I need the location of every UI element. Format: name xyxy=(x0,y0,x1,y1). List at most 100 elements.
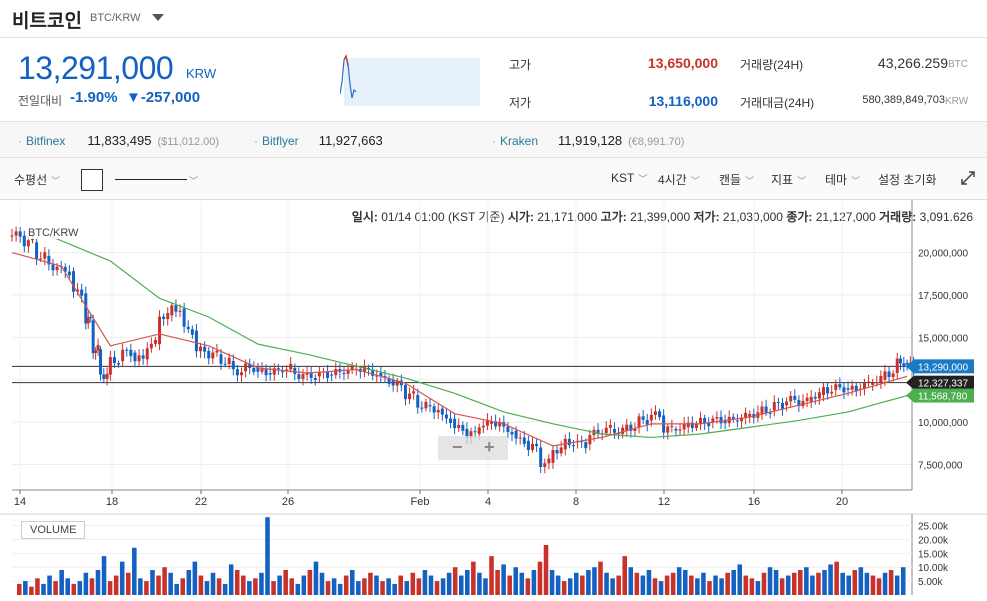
candle-body xyxy=(18,231,22,237)
indicator-label: 지표 xyxy=(771,173,794,187)
candle-body xyxy=(789,395,793,402)
candle-body xyxy=(834,384,838,390)
candle-body xyxy=(760,406,764,414)
ohlc-info: 일시: 01/14 01:00 (KST 기준) 시가: 21,171,000 … xyxy=(352,208,973,225)
zoom-control: − + xyxy=(438,436,508,460)
candle-body xyxy=(22,235,26,247)
candle-body xyxy=(194,330,198,352)
volume-bar xyxy=(555,575,561,595)
volume-bar xyxy=(186,570,192,595)
candle-body xyxy=(268,372,272,375)
volume-bar xyxy=(368,572,373,595)
candle-body xyxy=(326,371,330,379)
candle-body xyxy=(207,350,211,359)
candle-body xyxy=(424,401,428,409)
volume-bar xyxy=(198,575,204,595)
zoom-out-icon[interactable]: − xyxy=(452,437,463,457)
volume-bar xyxy=(779,578,785,595)
hline-price-label-arrow xyxy=(906,375,914,390)
x-tick-label: 14 xyxy=(14,496,26,508)
close-label: 종가: xyxy=(786,210,813,224)
volume-bar xyxy=(247,581,252,595)
exchange-bitfinex[interactable]: · Bitfinex 11,833,495 ($11,012.00) xyxy=(18,133,219,148)
volume-bar xyxy=(452,567,458,595)
high-value: 13,650,000 xyxy=(647,55,718,71)
candle-body xyxy=(555,449,559,454)
indicator-dropdown[interactable]: 지표 ﹀ xyxy=(771,171,806,188)
interval-dropdown[interactable]: 4시간 ﹀ xyxy=(658,171,700,188)
volume-bar xyxy=(561,581,567,595)
x-tick-label: 22 xyxy=(195,496,207,508)
candle-body xyxy=(231,361,235,370)
chart-type-dropdown[interactable]: 캔들 ﹀ xyxy=(719,171,754,188)
candle-body xyxy=(731,416,735,419)
line-style-preview[interactable] xyxy=(115,179,187,180)
reset-settings-button[interactable]: 설정 초기화 xyxy=(878,171,937,188)
candle-body xyxy=(10,235,14,237)
coin-select-chevron-down-icon[interactable] xyxy=(152,14,164,21)
expand-fullscreen-icon[interactable] xyxy=(960,170,976,186)
volume-bar xyxy=(634,572,640,595)
candle-body xyxy=(514,430,518,439)
candle-body xyxy=(776,401,780,403)
exchange-kraken[interactable]: · Kraken 11,919,128 (€8,991.70) xyxy=(492,133,684,148)
color-picker-square[interactable] xyxy=(81,169,103,191)
candle-body xyxy=(813,396,817,399)
candle-body xyxy=(461,424,465,431)
candle-body xyxy=(440,408,444,415)
zoom-in-icon[interactable]: + xyxy=(484,437,495,457)
volume-bar xyxy=(53,581,58,595)
volume-bar xyxy=(59,570,64,595)
candle-body xyxy=(178,310,182,312)
candle-body xyxy=(653,411,657,415)
high-label: 고가: xyxy=(600,210,627,224)
candle-body xyxy=(678,429,682,431)
candle-body xyxy=(43,252,47,259)
volume-bar xyxy=(834,561,839,595)
mini-sparkline-chart xyxy=(340,54,480,106)
price-chart[interactable]: 7,500,00010,000,00012,500,00015,000,0001… xyxy=(0,200,987,601)
reset-settings-label: 설정 초기화 xyxy=(878,173,937,187)
coin-pair: BTC/KRW xyxy=(90,12,141,24)
candle-body xyxy=(518,437,522,439)
candle-body xyxy=(883,371,887,380)
volume-24h-value: 43,266.259 xyxy=(877,55,948,71)
candle-body xyxy=(289,363,293,370)
x-tick-label: 12 xyxy=(658,496,670,508)
chevron-down-icon: ﹀ xyxy=(851,176,861,186)
volume-bar xyxy=(658,581,664,595)
volume-bar xyxy=(150,570,155,595)
ma-long-price-label: 11,568,780 xyxy=(918,392,968,403)
volume-bar xyxy=(241,575,246,595)
volume-bar xyxy=(107,581,113,595)
candle-body xyxy=(346,369,350,374)
chevron-down-icon[interactable]: ﹀ xyxy=(189,176,199,186)
change-amount: ▼-257,000 xyxy=(126,89,201,106)
candle-body xyxy=(199,346,203,352)
candle-body xyxy=(633,428,637,431)
timezone-dropdown[interactable]: KST ﹀ xyxy=(611,171,647,185)
candle-body xyxy=(526,440,530,451)
volume-bar xyxy=(870,575,876,595)
exchange-bitflyer[interactable]: · Bitflyer 11,927,663 xyxy=(254,133,383,148)
candle-body xyxy=(334,369,338,376)
candle-body xyxy=(875,382,879,384)
candle-body xyxy=(768,412,772,414)
candle-body xyxy=(830,391,834,394)
volume-bar xyxy=(549,570,555,595)
volume-bar xyxy=(380,581,385,595)
volume-bar xyxy=(89,578,95,595)
volume-bar xyxy=(192,561,198,595)
volume-bar xyxy=(804,567,809,595)
theme-dropdown[interactable]: 테마 ﹀ xyxy=(825,171,860,188)
volume-bar xyxy=(664,575,670,595)
exchange-sub-price: ($11,012.00) xyxy=(157,136,220,148)
volume-y-tick-label: 20.00k xyxy=(918,535,949,546)
hline-tool-dropdown[interactable]: 수평선 ﹀ xyxy=(14,171,60,188)
candle-body xyxy=(244,363,248,372)
volume-bar xyxy=(331,578,337,595)
volume-24h-label: 거래량(24H) xyxy=(740,58,804,72)
volume-bar xyxy=(174,583,179,595)
candle-body xyxy=(264,369,268,376)
candle-body xyxy=(129,349,133,357)
